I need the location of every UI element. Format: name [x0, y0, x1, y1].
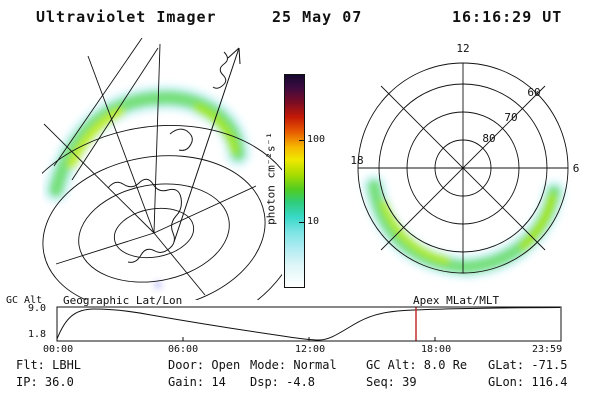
- status-mode: Mode: Normal: [250, 358, 337, 372]
- mlt-label-12: 12: [456, 42, 469, 55]
- xtick-0600: 06:00: [168, 344, 199, 355]
- xtick-1200: 12:00: [295, 344, 326, 355]
- xtick-0000: 00:00: [43, 344, 74, 355]
- app-title: Ultraviolet Imager: [36, 8, 217, 26]
- xtick-1800: 18:00: [421, 344, 452, 355]
- colorbar-tick-100: [299, 140, 304, 141]
- geographic-image-panel: [42, 38, 282, 300]
- status-ip: IP: 36.0: [16, 375, 74, 389]
- colorbar-tick-label-10: 10: [307, 216, 320, 227]
- xtick-2359: 23:59: [532, 344, 563, 355]
- status-gc-alt: GC Alt: 8.0 Re: [366, 358, 468, 372]
- status-gain: Gain: 14: [168, 375, 226, 389]
- latlon-grid: [42, 38, 282, 300]
- date-readout: 25 May 07: [272, 8, 363, 26]
- gc-alt-curve: [56, 307, 561, 341]
- colorbar-units-label: photon cm⁻²s⁻¹: [264, 132, 278, 225]
- coastline: [107, 51, 228, 263]
- apex-panel-caption: Apex MLat/MLT: [413, 294, 500, 307]
- mlat-label-70: 70: [504, 111, 517, 124]
- status-glat: GLat: -71.5: [488, 358, 568, 372]
- status-door: Door: Open: [168, 358, 241, 372]
- timeline-y-axis-title: GC Alt: [6, 295, 43, 306]
- time-readout: 16:16:29 UT: [452, 8, 563, 26]
- aurora-arc: [43, 84, 251, 288]
- status-glon: GLon: 116.4: [488, 375, 568, 389]
- timeline-ymin-label: 1.8: [28, 329, 47, 340]
- intensity-colorbar: [284, 74, 305, 288]
- status-flt: Flt: LBHL: [16, 358, 82, 372]
- colorbar-tick-10: [299, 222, 304, 223]
- geographic-panel-caption: Geographic Lat/Lon: [63, 294, 183, 307]
- apex-polar-panel: 12 18 6 80 70 60: [350, 42, 580, 280]
- aurora-oval: [362, 174, 566, 280]
- mlat-mlt-grid: [357, 62, 569, 274]
- mlat-label-80: 80: [482, 132, 495, 145]
- colorbar-tick-label-100: 100: [307, 134, 326, 145]
- mlt-label-6: 6: [573, 162, 580, 175]
- mlat-label-60: 60: [527, 86, 540, 99]
- timeline-ymax-label: 9.0: [28, 303, 47, 314]
- status-dsp: Dsp: -4.8: [250, 375, 316, 389]
- mlt-label-18: 18: [350, 154, 363, 167]
- gc-alt-timeline-plot: [56, 306, 562, 342]
- sun-direction-arrow-icon: [173, 47, 241, 243]
- status-seq: Seq: 39: [366, 375, 417, 389]
